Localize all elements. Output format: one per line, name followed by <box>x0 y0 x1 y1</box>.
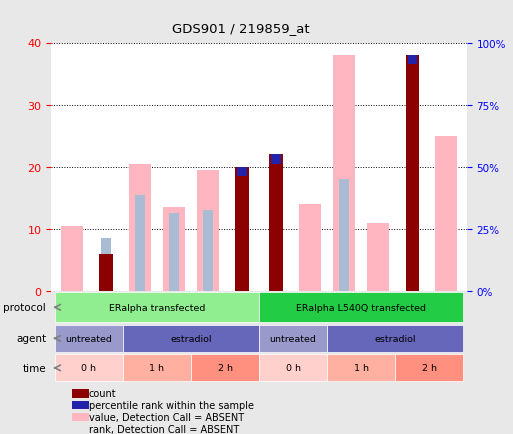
Text: 1 h: 1 h <box>354 364 369 372</box>
Bar <box>259 291 293 297</box>
Text: GDS901 / 219859_at: GDS901 / 219859_at <box>172 22 310 35</box>
Bar <box>191 291 225 297</box>
Bar <box>293 291 327 297</box>
Bar <box>327 325 463 352</box>
Bar <box>367 223 389 291</box>
Bar <box>157 291 191 297</box>
Text: count: count <box>89 388 116 398</box>
Text: estradiol: estradiol <box>170 334 212 343</box>
Bar <box>61 226 83 291</box>
Bar <box>101 239 111 291</box>
Bar <box>340 180 349 291</box>
Bar <box>72 401 89 410</box>
Text: untreated: untreated <box>65 334 112 343</box>
Bar <box>259 293 463 322</box>
Text: estradiol: estradiol <box>374 334 416 343</box>
Bar <box>299 204 321 291</box>
Bar <box>327 355 396 381</box>
Bar <box>373 291 383 301</box>
Bar <box>405 56 419 291</box>
Bar <box>129 164 151 291</box>
Bar <box>259 325 327 352</box>
Text: 2 h: 2 h <box>218 364 232 372</box>
Bar <box>259 355 327 381</box>
Bar <box>225 291 259 297</box>
Bar <box>135 195 145 291</box>
Bar <box>327 291 361 297</box>
Bar <box>55 291 89 297</box>
Bar <box>436 136 458 291</box>
Text: untreated: untreated <box>270 334 317 343</box>
Bar <box>429 291 463 297</box>
Bar <box>169 214 179 291</box>
Text: time: time <box>23 363 46 373</box>
Bar <box>361 291 396 297</box>
Bar <box>442 291 451 301</box>
Bar <box>123 291 157 297</box>
Bar <box>55 355 123 381</box>
Text: protocol: protocol <box>4 302 46 312</box>
Bar <box>269 155 283 291</box>
Bar <box>55 325 123 352</box>
Text: percentile rank within the sample: percentile rank within the sample <box>89 400 254 410</box>
Bar <box>333 56 356 291</box>
Bar <box>203 211 213 291</box>
Bar <box>238 168 247 177</box>
Bar <box>72 389 89 398</box>
Text: 0 h: 0 h <box>286 364 301 372</box>
Bar <box>123 355 191 381</box>
Text: agent: agent <box>16 334 46 344</box>
Text: 2 h: 2 h <box>422 364 437 372</box>
Text: rank, Detection Call = ABSENT: rank, Detection Call = ABSENT <box>89 424 239 434</box>
Text: ERalpha transfected: ERalpha transfected <box>109 303 205 312</box>
Bar <box>123 325 259 352</box>
Bar <box>191 355 259 381</box>
Text: ERalpha L540Q transfected: ERalpha L540Q transfected <box>296 303 426 312</box>
Bar <box>271 155 281 164</box>
Bar <box>396 355 463 381</box>
Bar <box>89 291 123 297</box>
Bar <box>407 56 417 65</box>
Bar <box>340 291 349 301</box>
Bar <box>197 171 219 291</box>
Bar <box>235 168 249 291</box>
Text: 1 h: 1 h <box>149 364 164 372</box>
Bar <box>396 291 429 297</box>
Bar <box>72 425 89 434</box>
Bar <box>163 207 185 291</box>
Text: value, Detection Call = ABSENT: value, Detection Call = ABSENT <box>89 412 244 422</box>
Bar <box>72 413 89 421</box>
Bar <box>99 254 113 291</box>
Text: 0 h: 0 h <box>81 364 96 372</box>
Bar <box>55 293 259 322</box>
